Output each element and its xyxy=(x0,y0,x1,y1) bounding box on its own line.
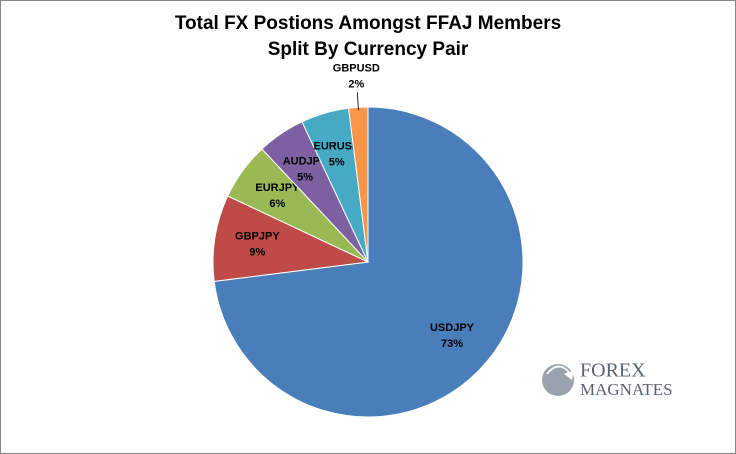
logo-arrow xyxy=(546,365,574,380)
logo-text: FOREX xyxy=(580,360,646,382)
chart-title: Total FX Postions Amongst FFAJ Members xyxy=(175,13,561,34)
value-label: 2% xyxy=(348,78,364,90)
logo-icon xyxy=(542,364,574,396)
value-label: 5% xyxy=(297,171,313,183)
pie-slice xyxy=(212,195,370,282)
value-label: 9% xyxy=(249,246,265,258)
slice-label: GBPJPY xyxy=(235,230,280,242)
value-label: 5% xyxy=(329,156,345,168)
logo-text: MAGNATES xyxy=(580,380,673,399)
slice-label: AUDJPY xyxy=(283,155,328,167)
slice-label: EURJPY xyxy=(255,182,300,194)
value-label: 6% xyxy=(269,198,285,210)
logo: FOREX MAGNATES xyxy=(542,360,673,399)
slice-label: GBPUSD xyxy=(333,62,380,74)
slice-label: USDJPY xyxy=(430,322,475,334)
leader-line xyxy=(356,92,359,111)
slice-label: EURUSD xyxy=(314,140,361,152)
value-label: 73% xyxy=(441,338,463,350)
chart-subtitle: Split By Currency Pair xyxy=(268,39,469,60)
